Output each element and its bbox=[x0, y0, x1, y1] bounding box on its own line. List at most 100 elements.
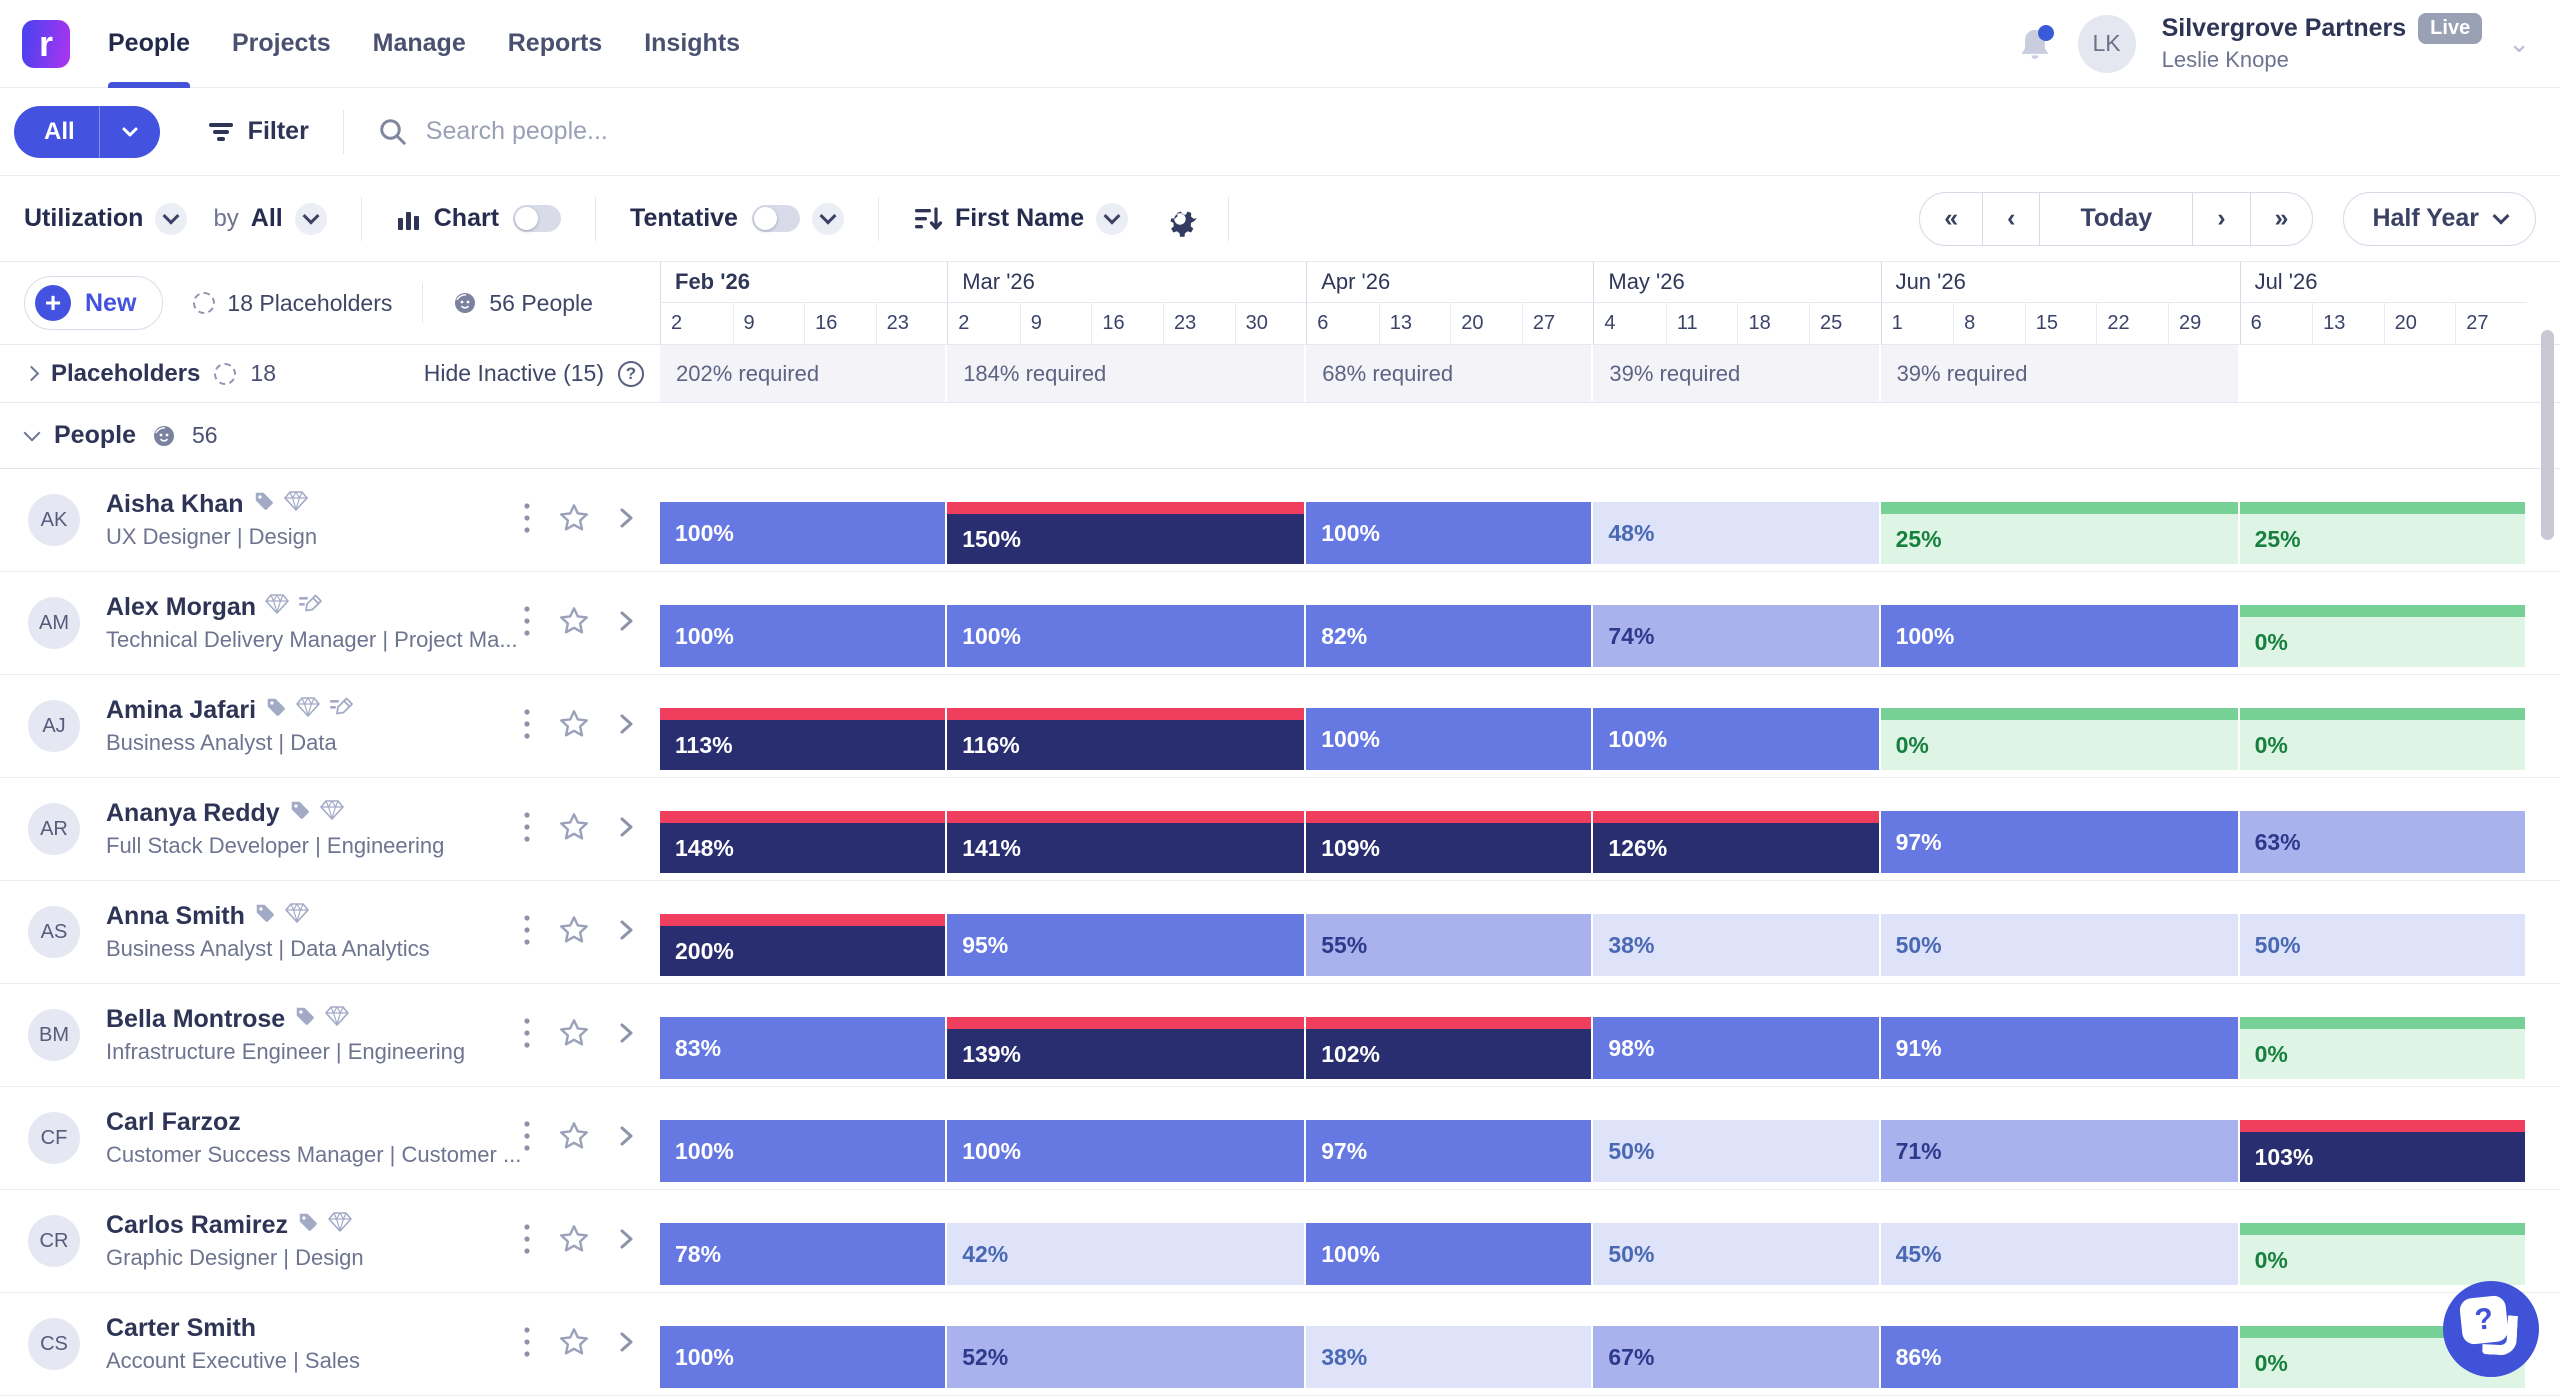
nav-item-manage[interactable]: Manage bbox=[372, 29, 466, 57]
placeholders-expand-chevron-icon[interactable] bbox=[23, 365, 40, 382]
utilization-cell[interactable]: 100% bbox=[660, 1087, 948, 1189]
open-chevron-icon[interactable] bbox=[616, 1122, 636, 1155]
new-button[interactable]: + New bbox=[24, 276, 164, 330]
view-mode-chevron-down-icon[interactable] bbox=[155, 202, 188, 235]
utilization-cell[interactable]: 100% bbox=[1306, 469, 1594, 571]
utilization-cell[interactable]: 116% bbox=[947, 675, 1307, 777]
more-menu-icon[interactable] bbox=[522, 913, 532, 952]
placeholders-title[interactable]: Placeholders bbox=[51, 359, 201, 387]
star-icon[interactable] bbox=[558, 811, 590, 848]
more-menu-icon[interactable] bbox=[522, 604, 532, 643]
jump-back-button[interactable]: ‹ bbox=[1983, 192, 2041, 245]
sort-value[interactable]: First Name bbox=[954, 204, 1085, 232]
utilization-cell[interactable]: 100% bbox=[660, 1293, 948, 1395]
utilization-cell[interactable]: 126% bbox=[1593, 778, 1881, 880]
utilization-cell[interactable]: 50% bbox=[1880, 881, 2240, 983]
hide-inactive-link[interactable]: Hide Inactive (15) bbox=[423, 360, 604, 386]
sort-chevron-down-icon[interactable] bbox=[1096, 202, 1129, 235]
nav-item-reports[interactable]: Reports bbox=[507, 29, 603, 57]
star-icon[interactable] bbox=[558, 605, 590, 642]
time-range-button[interactable]: Half Year bbox=[2343, 191, 2536, 246]
utilization-cell[interactable]: 91% bbox=[1880, 984, 2240, 1086]
utilization-cell[interactable]: 0% bbox=[2239, 1190, 2527, 1292]
utilization-cell[interactable]: 100% bbox=[947, 1087, 1307, 1189]
tentative-toggle[interactable] bbox=[751, 205, 800, 232]
chart-toggle[interactable] bbox=[513, 205, 562, 232]
people-collapse-chevron-icon[interactable] bbox=[23, 424, 41, 441]
utilization-cell[interactable]: 0% bbox=[2239, 675, 2527, 777]
utilization-cell[interactable]: 83% bbox=[660, 984, 948, 1086]
utilization-cell[interactable]: 100% bbox=[660, 572, 948, 674]
utilization-cell[interactable]: 45% bbox=[1880, 1190, 2240, 1292]
help-question-icon[interactable]: ? bbox=[618, 360, 644, 387]
open-chevron-icon[interactable] bbox=[616, 1019, 636, 1052]
star-icon[interactable] bbox=[558, 1326, 590, 1363]
more-menu-icon[interactable] bbox=[522, 501, 532, 540]
jump-far-back-button[interactable]: « bbox=[1920, 192, 1984, 245]
more-menu-icon[interactable] bbox=[522, 810, 532, 849]
utilization-cell[interactable]: 0% bbox=[2239, 984, 2527, 1086]
utilization-cell[interactable]: 100% bbox=[1306, 675, 1594, 777]
utilization-cell[interactable]: 200% bbox=[660, 881, 948, 983]
open-chevron-icon[interactable] bbox=[616, 813, 636, 846]
help-fab-button[interactable]: ? bbox=[2443, 1281, 2539, 1377]
star-icon[interactable] bbox=[558, 1120, 590, 1157]
utilization-cell[interactable]: 71% bbox=[1880, 1087, 2240, 1189]
nav-item-people[interactable]: People bbox=[108, 0, 190, 88]
vertical-scrollbar[interactable] bbox=[2541, 330, 2554, 540]
utilization-cell[interactable]: 25% bbox=[2239, 469, 2527, 571]
all-filter-button[interactable]: All bbox=[14, 105, 160, 158]
by-chevron-down-icon[interactable] bbox=[294, 202, 327, 235]
utilization-cell[interactable]: 38% bbox=[1306, 1293, 1594, 1395]
utilization-cell[interactable]: 100% bbox=[1306, 1190, 1594, 1292]
more-menu-icon[interactable] bbox=[522, 1222, 532, 1261]
all-filter-chevron-down-icon[interactable] bbox=[100, 106, 160, 158]
utilization-cell[interactable]: 38% bbox=[1593, 881, 1881, 983]
utilization-cell[interactable]: 100% bbox=[660, 469, 948, 571]
more-menu-icon[interactable] bbox=[522, 1325, 532, 1364]
utilization-cell[interactable]: 113% bbox=[660, 675, 948, 777]
jump-far-forward-button[interactable]: » bbox=[2274, 204, 2289, 232]
utilization-cell[interactable]: 100% bbox=[1880, 572, 2240, 674]
open-chevron-icon[interactable] bbox=[616, 1225, 636, 1258]
user-avatar[interactable]: LK bbox=[2077, 14, 2136, 73]
star-icon[interactable] bbox=[558, 1223, 590, 1260]
star-icon[interactable] bbox=[558, 1017, 590, 1054]
utilization-cell[interactable]: 50% bbox=[2239, 881, 2527, 983]
utilization-cell[interactable]: 102% bbox=[1306, 984, 1594, 1086]
utilization-cell[interactable]: 103% bbox=[2239, 1087, 2527, 1189]
jump-forward-button[interactable]: › bbox=[2193, 192, 2251, 245]
utilization-cell[interactable]: 74% bbox=[1593, 572, 1881, 674]
utilization-cell[interactable]: 95% bbox=[947, 881, 1307, 983]
utilization-cell[interactable]: 109% bbox=[1306, 778, 1594, 880]
utilization-cell[interactable]: 150% bbox=[947, 469, 1307, 571]
utilization-cell[interactable]: 141% bbox=[947, 778, 1307, 880]
utilization-cell[interactable]: 52% bbox=[947, 1293, 1307, 1395]
utilization-cell[interactable]: 82% bbox=[1306, 572, 1594, 674]
utilization-cell[interactable]: 63% bbox=[2239, 778, 2527, 880]
more-menu-icon[interactable] bbox=[522, 1119, 532, 1158]
more-menu-icon[interactable] bbox=[522, 707, 532, 746]
utilization-cell[interactable]: 98% bbox=[1593, 984, 1881, 1086]
more-menu-icon[interactable] bbox=[522, 1016, 532, 1055]
utilization-cell[interactable]: 148% bbox=[660, 778, 948, 880]
utilization-cell[interactable]: 25% bbox=[1880, 469, 2240, 571]
view-mode-label[interactable]: Utilization bbox=[24, 204, 144, 232]
open-chevron-icon[interactable] bbox=[616, 607, 636, 640]
utilization-cell[interactable]: 100% bbox=[1593, 675, 1881, 777]
utilization-cell[interactable]: 0% bbox=[1880, 675, 2240, 777]
account-chevron-down-icon[interactable]: ⌄ bbox=[2508, 28, 2530, 58]
open-chevron-icon[interactable] bbox=[616, 1328, 636, 1361]
star-icon[interactable] bbox=[558, 708, 590, 745]
star-icon[interactable] bbox=[558, 914, 590, 951]
open-chevron-icon[interactable] bbox=[616, 710, 636, 743]
utilization-cell[interactable]: 78% bbox=[660, 1190, 948, 1292]
utilization-cell[interactable]: 50% bbox=[1593, 1190, 1881, 1292]
open-chevron-icon[interactable] bbox=[616, 916, 636, 949]
by-value[interactable]: All bbox=[250, 204, 283, 232]
star-icon[interactable] bbox=[558, 502, 590, 539]
utilization-cell[interactable]: 50% bbox=[1593, 1087, 1881, 1189]
app-logo[interactable]: r bbox=[22, 19, 70, 68]
utilization-cell[interactable]: 97% bbox=[1880, 778, 2240, 880]
search-input[interactable] bbox=[425, 117, 1026, 146]
